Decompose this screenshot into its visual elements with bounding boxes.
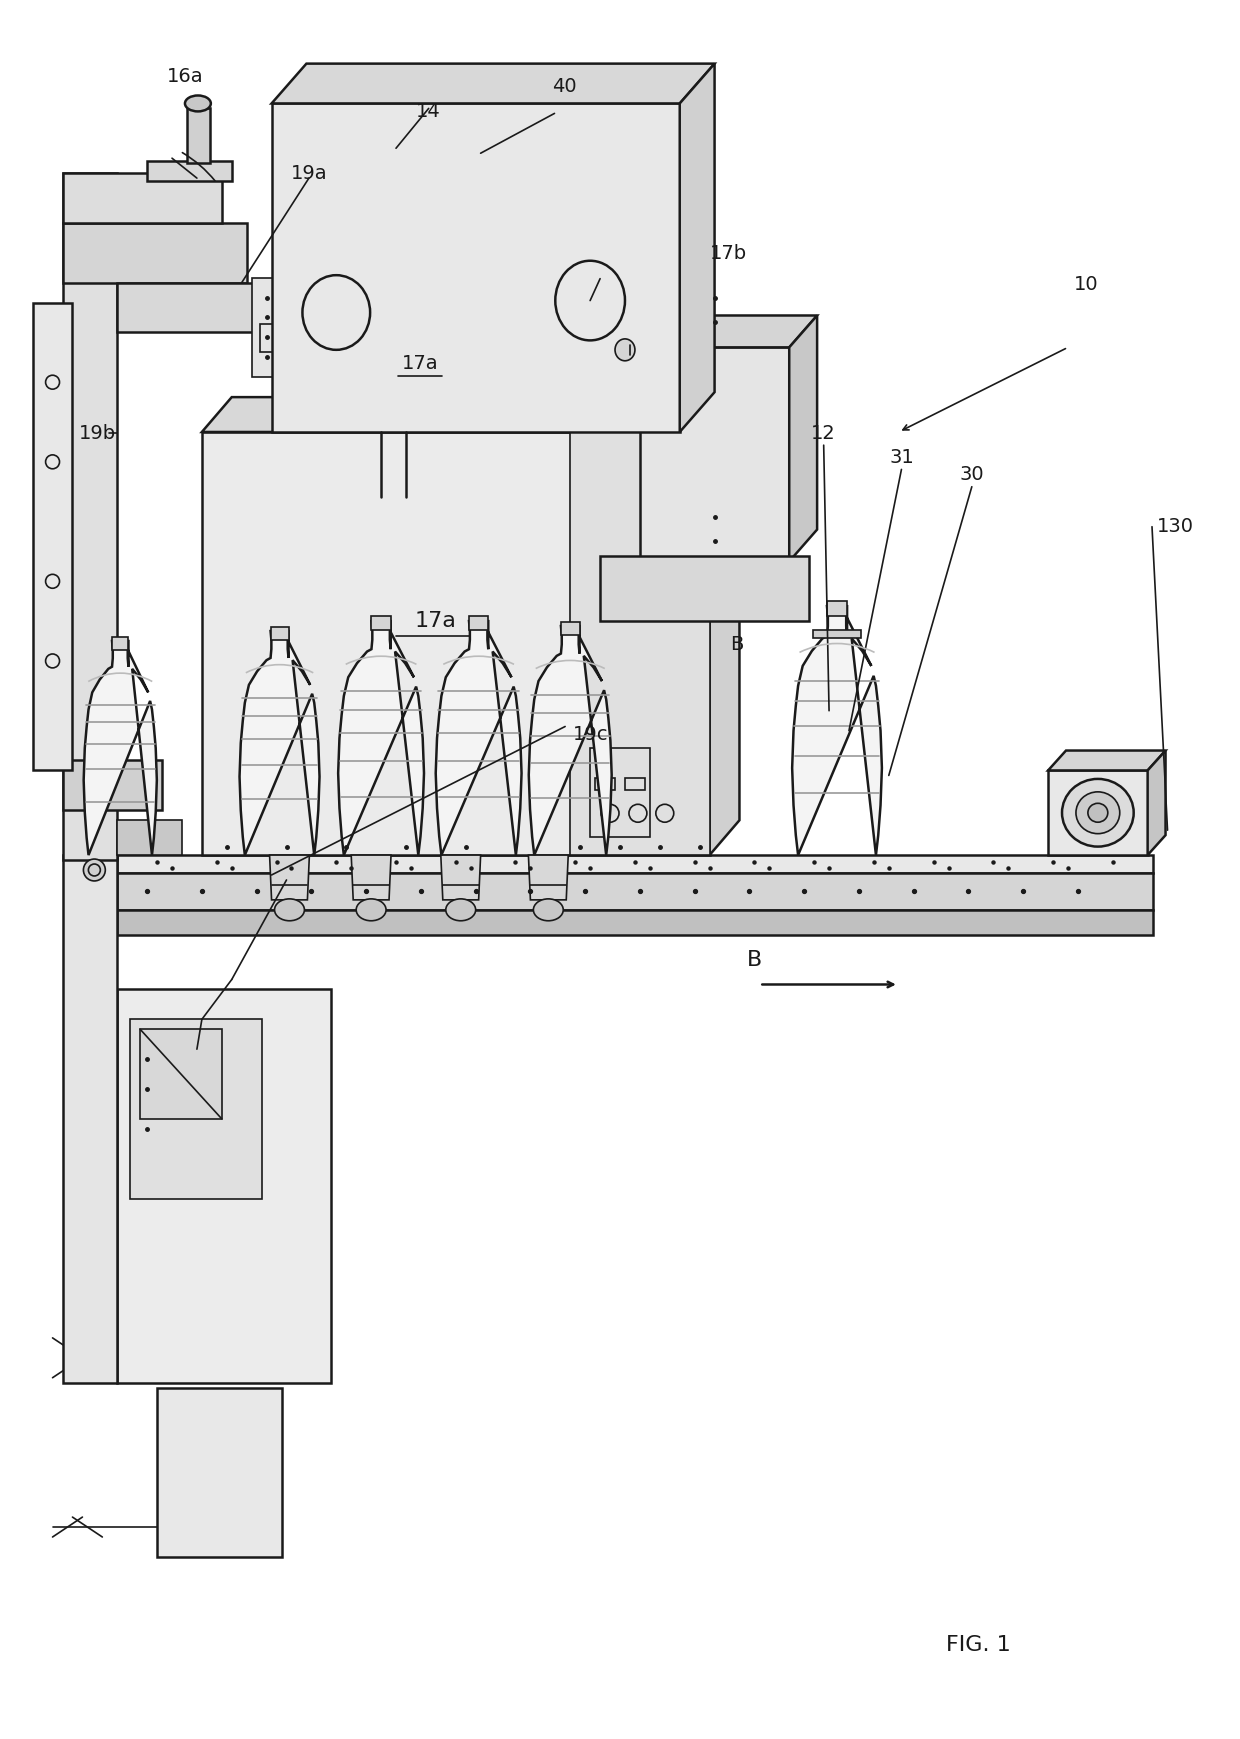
- Polygon shape: [1148, 751, 1166, 856]
- Bar: [827, 602, 847, 616]
- Polygon shape: [32, 303, 72, 770]
- Polygon shape: [118, 873, 1153, 909]
- Text: 19c: 19c: [573, 725, 609, 744]
- Polygon shape: [680, 64, 714, 431]
- Polygon shape: [62, 856, 118, 1383]
- Polygon shape: [640, 315, 817, 348]
- Polygon shape: [118, 283, 311, 332]
- Ellipse shape: [615, 339, 635, 360]
- Ellipse shape: [1087, 803, 1107, 823]
- Polygon shape: [62, 174, 222, 223]
- Ellipse shape: [1061, 779, 1133, 847]
- Bar: [625, 779, 645, 790]
- Bar: [270, 626, 289, 640]
- Polygon shape: [528, 626, 611, 856]
- Text: 16a: 16a: [167, 68, 203, 87]
- Bar: [259, 325, 305, 353]
- Text: 12: 12: [811, 424, 836, 443]
- Text: 19b: 19b: [79, 424, 117, 443]
- Bar: [595, 779, 615, 790]
- Polygon shape: [62, 174, 118, 861]
- Polygon shape: [187, 108, 210, 163]
- Polygon shape: [118, 989, 331, 1383]
- Polygon shape: [272, 64, 714, 103]
- Polygon shape: [148, 162, 232, 181]
- Polygon shape: [83, 642, 156, 856]
- Polygon shape: [239, 631, 320, 856]
- Text: 130: 130: [1157, 516, 1194, 536]
- Bar: [560, 621, 579, 635]
- Polygon shape: [62, 223, 247, 283]
- Text: 10: 10: [1074, 275, 1099, 294]
- Ellipse shape: [274, 899, 305, 920]
- Polygon shape: [157, 1388, 281, 1556]
- Polygon shape: [709, 396, 739, 856]
- Bar: [590, 748, 650, 836]
- Ellipse shape: [533, 899, 563, 920]
- Polygon shape: [140, 1029, 222, 1118]
- Bar: [252, 278, 311, 377]
- Polygon shape: [118, 909, 1153, 934]
- Polygon shape: [130, 1019, 262, 1198]
- Ellipse shape: [446, 899, 476, 920]
- Bar: [372, 616, 391, 631]
- Bar: [813, 630, 861, 638]
- Polygon shape: [62, 760, 162, 810]
- Text: 30: 30: [960, 466, 985, 483]
- Polygon shape: [202, 431, 709, 856]
- Polygon shape: [272, 103, 680, 431]
- Polygon shape: [1048, 751, 1166, 770]
- Ellipse shape: [356, 899, 386, 920]
- Ellipse shape: [185, 96, 211, 111]
- Polygon shape: [118, 821, 182, 856]
- Polygon shape: [528, 856, 568, 899]
- Text: 17a: 17a: [415, 610, 456, 631]
- Polygon shape: [440, 856, 481, 899]
- Bar: [469, 616, 489, 631]
- Text: FIG. 1: FIG. 1: [946, 1635, 1011, 1656]
- Bar: [112, 636, 129, 650]
- Polygon shape: [570, 412, 709, 856]
- Polygon shape: [269, 856, 310, 899]
- Text: 17a: 17a: [402, 355, 438, 374]
- Text: 14: 14: [417, 101, 441, 120]
- Polygon shape: [339, 621, 424, 856]
- Polygon shape: [600, 556, 810, 621]
- Polygon shape: [792, 607, 882, 856]
- Text: 40: 40: [552, 78, 577, 96]
- Polygon shape: [118, 856, 1153, 873]
- Polygon shape: [789, 315, 817, 562]
- Ellipse shape: [1076, 791, 1120, 833]
- Text: B: B: [730, 635, 744, 654]
- Ellipse shape: [83, 859, 105, 882]
- Text: 19a: 19a: [290, 163, 327, 183]
- Polygon shape: [351, 856, 391, 899]
- Polygon shape: [202, 396, 739, 431]
- Polygon shape: [435, 621, 522, 856]
- Text: 31: 31: [889, 449, 914, 468]
- Polygon shape: [1048, 770, 1148, 856]
- Text: 17b: 17b: [711, 243, 748, 263]
- Text: B: B: [746, 949, 763, 970]
- Polygon shape: [640, 348, 789, 562]
